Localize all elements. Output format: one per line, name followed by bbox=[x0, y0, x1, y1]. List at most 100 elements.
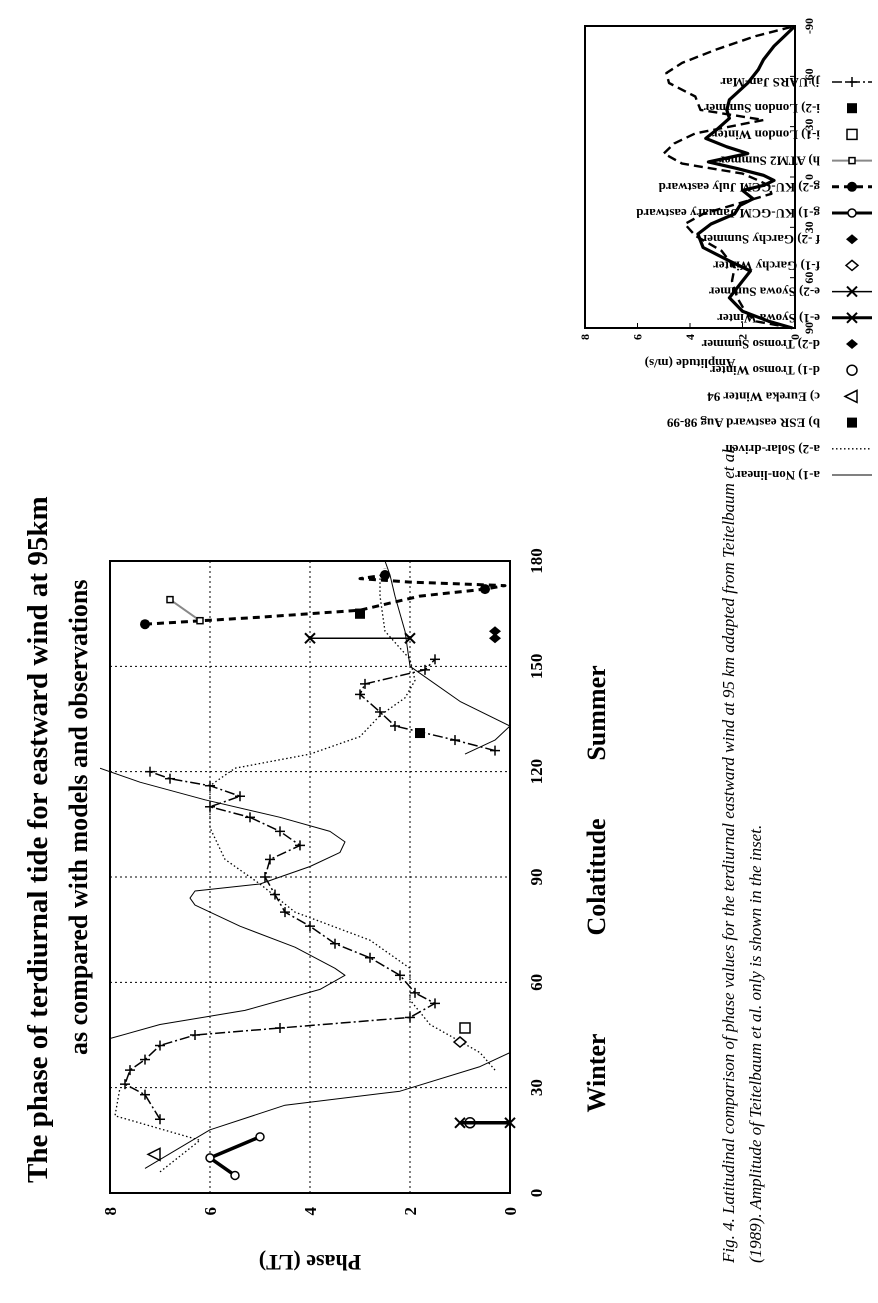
inset-x-tick-label: 90 bbox=[802, 322, 816, 334]
series-d-2-tromso-summer-marker bbox=[489, 626, 501, 637]
series-g-1-ku-gcm-january-eastward-marker bbox=[205, 1153, 215, 1163]
legend-item-g-1-ku-gcm-january-eastward: g-1) KU-GCM January eastward bbox=[635, 206, 872, 221]
legend-label: g-1) KU-GCM January eastward bbox=[635, 206, 820, 221]
inset-y-tick-label: 6 bbox=[631, 334, 645, 340]
figure-caption: Fig. 4. Latitudinal comparison of phase … bbox=[719, 444, 765, 1263]
series-f-2-garchy-summer bbox=[489, 633, 501, 644]
legend-label: a-2) Solar-driven bbox=[725, 442, 820, 457]
legend-item-d-2-tromso-summer: d-2) Tromso Summer bbox=[701, 337, 858, 352]
legend-label: g-2) KU-GCM July eastward bbox=[658, 180, 820, 195]
series-e-2-syowa-summer-marker bbox=[304, 632, 316, 644]
series-g-2-ku-gcm-july-eastward-line bbox=[144, 568, 507, 626]
series-g-1-ku-gcm-january-eastward-marker bbox=[230, 1170, 240, 1181]
x-tick-label: 30 bbox=[527, 1079, 546, 1096]
legend-label: d-1) Tromso Winter bbox=[710, 363, 820, 378]
legend-label: f -2) Garchy Summer bbox=[701, 232, 820, 247]
series-e-1-syowa-winter-marker bbox=[504, 1117, 516, 1129]
legend-swatch-marker bbox=[846, 312, 858, 324]
phase-chart: 0 30 60 90 120 150 180 0 2 4 6 8 Phase (LT) Colatit… bbox=[100, 548, 611, 1275]
legend-label: b) ESR eastward Aug 98-99 bbox=[666, 416, 820, 431]
series-b-esr-eastward-aug-98-99 bbox=[355, 608, 425, 739]
legend-swatch-marker bbox=[843, 389, 858, 404]
legend-item-i-2-london-summer: i-2) London Summer bbox=[703, 101, 857, 116]
x-axis-label: Colatitude bbox=[582, 819, 611, 936]
x-tick-label: 180 bbox=[527, 548, 546, 574]
series-g-1-ku-gcm-january-eastward-line bbox=[208, 1135, 261, 1177]
inset-y-axis-label: Amplitude (m/s) bbox=[645, 356, 736, 371]
series-j-uars-jan-mar bbox=[120, 654, 500, 1125]
inset-x-tick-label: -30 bbox=[802, 119, 816, 135]
series-h-atm2-summer-marker bbox=[166, 595, 174, 604]
inset-x-tick-label: 60 bbox=[802, 272, 816, 284]
series-h-atm2-summer-line bbox=[169, 598, 201, 622]
series-f-1-garchy-winter-marker bbox=[452, 1036, 468, 1048]
x-tick-label: 90 bbox=[527, 869, 546, 886]
series-f-1-garchy-winter bbox=[452, 1036, 468, 1048]
series-d-2-tromso-summer bbox=[489, 626, 501, 637]
legend-item-b-esr-eastward-aug-98-99: b) ESR eastward Aug 98-99 bbox=[666, 416, 857, 431]
legend-item-a-1-non-linear: a-1) Non-linear bbox=[735, 468, 872, 483]
inset-x-tick-label: -90 bbox=[802, 18, 816, 34]
legend-swatch-marker bbox=[847, 417, 857, 428]
legend-swatch-marker bbox=[846, 285, 858, 298]
x-tick-label: 60 bbox=[527, 974, 546, 991]
legend-label: i-1) London Winter bbox=[712, 127, 820, 142]
x-tick-label: 0 bbox=[527, 1189, 546, 1198]
legend-item-c-eureka-winter-94: c) Eureka Winter 94 bbox=[707, 389, 858, 404]
series-a-1-non-linear-line bbox=[100, 560, 511, 1169]
legend-item-d-1-tromso-winter: d-1) Tromso Winter bbox=[710, 363, 858, 378]
inset-x-tick-label: 0 bbox=[802, 174, 816, 180]
series-g-2-ku-gcm-july-eastward-marker bbox=[480, 584, 490, 595]
series-j-uars-jan-mar-line bbox=[124, 658, 496, 1120]
legend-label: d-2) Tromso Summer bbox=[701, 337, 820, 352]
legend-label: a-1) Non-linear bbox=[735, 468, 820, 483]
legend-label: f-1) Garchy Winter bbox=[713, 258, 820, 273]
series-h-atm2-summer bbox=[166, 595, 204, 625]
amplitude-inset-chart: 90 60 30 0 -30 -60 -90 0 2 4 6 8 Amplitude (m/s) bbox=[578, 18, 816, 371]
series-e-1-syowa-winter-marker bbox=[454, 1117, 466, 1129]
y-tick-label: 4 bbox=[301, 1207, 320, 1216]
series-a-1-non-linear bbox=[100, 560, 511, 1169]
inset-x-tick-label: -60 bbox=[802, 68, 816, 84]
legend-label: c) Eureka Winter 94 bbox=[707, 389, 820, 404]
y-tick-label: 0 bbox=[501, 1207, 520, 1216]
series-a-2-solar-driven bbox=[114, 575, 496, 1173]
series-i-1-london-winter-marker bbox=[459, 1022, 471, 1034]
legend-item-g-2-ku-gcm-july-eastward: g-2) KU-GCM July eastward bbox=[658, 180, 872, 195]
series-g-2-ku-gcm-july-eastward-marker bbox=[140, 619, 150, 630]
series-f-2-garchy-summer-marker bbox=[489, 633, 501, 644]
y-tick-label: 2 bbox=[401, 1207, 420, 1216]
legend-item-f-1-garchy-winter: f-1) Garchy Winter bbox=[713, 258, 860, 273]
series-c-eureka-winter-94-marker bbox=[146, 1147, 161, 1162]
legend-swatch-marker bbox=[848, 156, 856, 165]
legend-swatch-marker bbox=[847, 181, 857, 192]
y-tick-label: 6 bbox=[201, 1207, 220, 1216]
inset-y-tick-label: 8 bbox=[578, 334, 592, 340]
x-tick-label: 120 bbox=[527, 759, 546, 785]
inset-y-tick-label: 4 bbox=[683, 334, 697, 340]
legend-item-a-2-solar-driven: a-2) Solar-driven bbox=[725, 442, 872, 457]
inset-x-tick-label: 30 bbox=[802, 221, 816, 233]
inset-y-tick-label: 2 bbox=[736, 334, 750, 340]
series-a-2-solar-driven-line bbox=[114, 575, 496, 1173]
inset-y-tick-label: 0 bbox=[788, 334, 802, 340]
series-c-eureka-winter-94 bbox=[146, 1147, 161, 1162]
legend-swatch-marker bbox=[846, 339, 858, 349]
series-e-1-syowa-winter bbox=[454, 1117, 516, 1129]
series-i-1-london-winter bbox=[459, 1022, 471, 1034]
series-g-1-ku-gcm-january-eastward-marker bbox=[255, 1132, 265, 1142]
season-summer-label: Summer bbox=[582, 665, 611, 760]
y-axis-label: Phase (LT) bbox=[259, 1250, 361, 1275]
series-e-2-syowa-summer-marker bbox=[404, 632, 416, 644]
legend-label: i-2) London Summer bbox=[703, 101, 820, 116]
legend-swatch-marker bbox=[844, 259, 860, 272]
series-i-2-london-summer bbox=[355, 608, 365, 619]
legend-swatch-marker bbox=[846, 128, 858, 141]
series-e-2-syowa-summer bbox=[304, 632, 416, 644]
season-winter-label: Winter bbox=[582, 1034, 611, 1113]
series-i-2-london-summer-marker bbox=[355, 608, 365, 619]
x-tick-label: 150 bbox=[527, 654, 546, 680]
legend-swatch-marker bbox=[847, 103, 857, 114]
